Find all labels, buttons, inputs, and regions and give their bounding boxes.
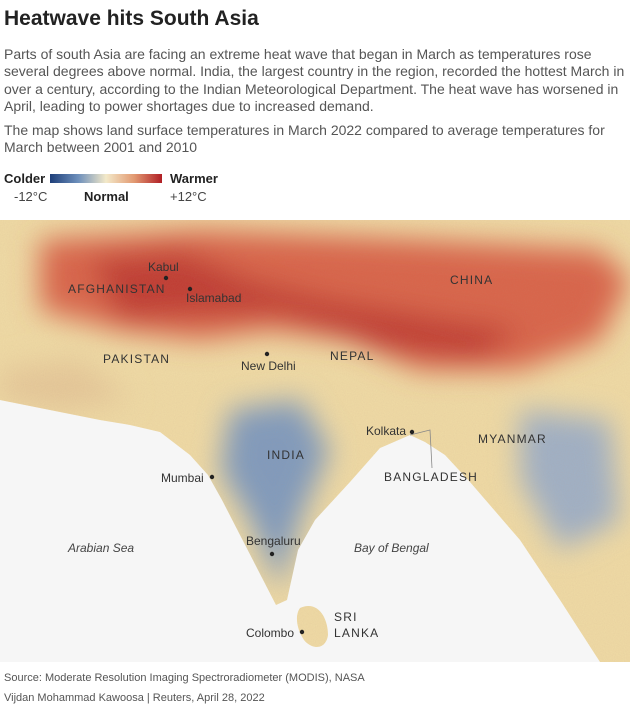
city-label: Mumbai [161,471,204,485]
leader-line [409,429,433,469]
intro-paragraph: Parts of south Asia are facing an extrem… [4,46,625,114]
credit: Vijdan Mohammad Kawoosa | Reuters, April… [4,692,265,704]
sea-label: Arabian Sea [67,541,134,555]
city-dot [209,474,215,480]
city-dot [269,551,275,557]
city-dot [299,629,305,635]
city-label: Colombo [246,626,294,640]
city-label: Bengaluru [246,534,301,548]
legend-label: Normal [84,189,129,204]
country-label: BANGLADESH [384,470,478,484]
sea-label: Bay of Bengal [354,541,429,555]
intro-paragraph: The map shows land surface temperatures … [4,122,605,156]
country-label: MYANMAR [478,432,547,446]
map: Kabul AFGHANISTAN Islamabad CHINA PAKIST… [0,220,630,662]
city-label: Islamabad [186,291,241,305]
title: Heatwave hits South Asia [4,7,259,30]
city-dot [187,286,193,292]
legend-label: -12°C [14,189,48,204]
legend-label: +12°C [170,189,207,204]
legend-label: Warmer [170,171,218,186]
country-label: LANKA [334,626,379,640]
city-label: Kabul [148,260,179,274]
legend-label: Colder [4,171,46,186]
country-label: SRI [334,610,358,624]
city-label: New Delhi [241,359,296,373]
country-label: CHINA [450,273,493,287]
city-dot [163,275,169,281]
city-dot [409,429,415,435]
source: Source: Moderate Resolution Imaging Spec… [4,672,365,684]
legend-gradient [50,174,162,183]
country-label: AFGHANISTAN [68,282,166,296]
city-label: Kolkata [366,424,406,438]
country-label: NEPAL [330,349,374,363]
country-label: PAKISTAN [103,352,170,366]
country-label: INDIA [267,448,305,462]
city-dot [264,351,270,357]
